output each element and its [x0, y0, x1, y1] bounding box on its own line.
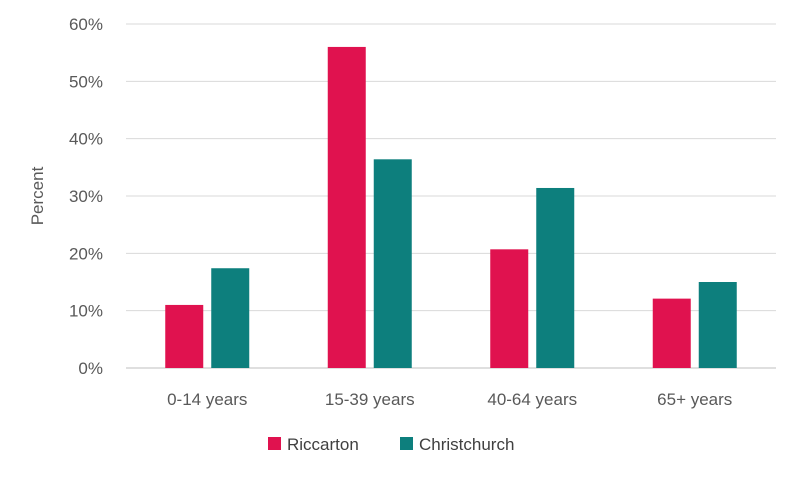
y-tick-label: 30%: [69, 187, 103, 206]
legend-label-christchurch: Christchurch: [419, 435, 514, 454]
bar-christchurch-2: [373, 159, 412, 368]
legend-label-riccarton: Riccarton: [287, 435, 359, 454]
bar-riccarton-2: [327, 46, 366, 368]
y-tick-label: 20%: [69, 244, 103, 263]
y-axis-ticks: 0% 10% 20% 30% 40% 50% 60%: [69, 15, 103, 378]
y-tick-label: 40%: [69, 130, 103, 149]
bar-riccarton-1: [165, 304, 204, 368]
x-axis-ticks: 0-14 years 15-39 years 40-64 years 65+ year…: [167, 390, 732, 409]
y-tick-label: 50%: [69, 72, 103, 91]
y-tick-label: 0%: [78, 359, 103, 378]
y-tick-label: 10%: [69, 302, 103, 321]
x-tick-label: 0-14 years: [167, 390, 247, 409]
bar-riccarton-3: [490, 249, 529, 368]
bar-christchurch-4: [698, 282, 737, 368]
bar-christchurch-3: [536, 187, 575, 368]
x-tick-label: 40-64 years: [487, 390, 577, 409]
legend: Riccarton Christchurch: [268, 435, 514, 454]
legend-swatch-riccarton: [268, 437, 281, 450]
y-axis-title: Percent: [28, 166, 47, 225]
bars: [165, 46, 737, 368]
bar-christchurch-1: [211, 268, 250, 368]
bar-riccarton-4: [652, 298, 691, 368]
legend-swatch-christchurch: [400, 437, 413, 450]
y-tick-label: 60%: [69, 15, 103, 34]
x-tick-label: 65+ years: [657, 390, 732, 409]
x-tick-label: 15-39 years: [325, 390, 415, 409]
